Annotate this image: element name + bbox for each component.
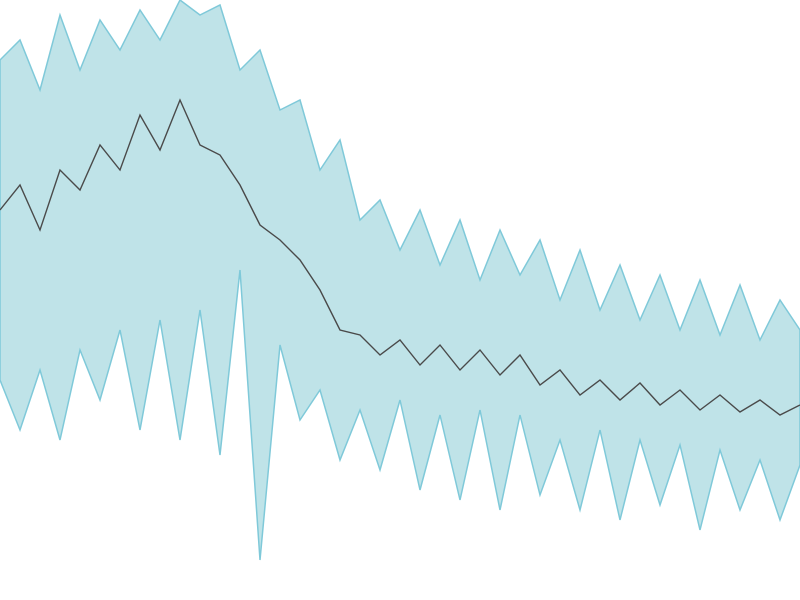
- confidence-band: [0, 0, 800, 560]
- confidence-band-chart: [0, 0, 800, 600]
